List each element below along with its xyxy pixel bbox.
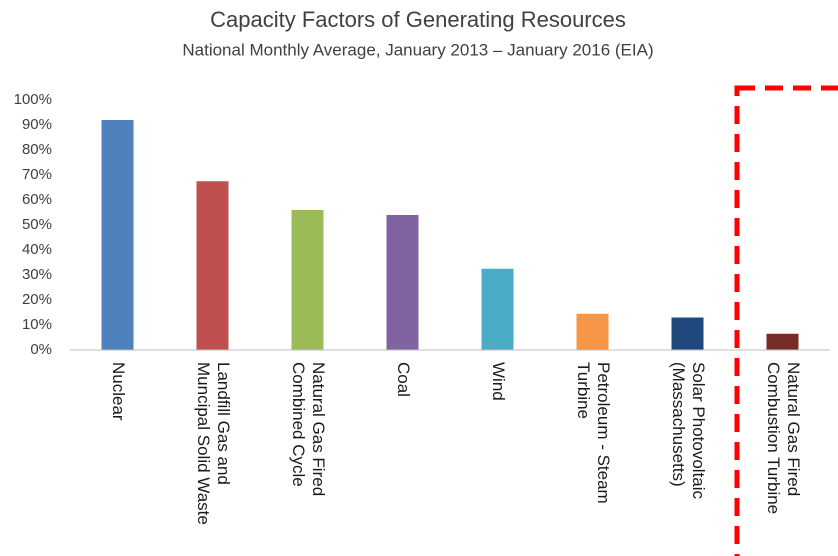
y-tick-label: 80% [22, 141, 52, 158]
highlight-box [734, 85, 838, 556]
y-tick-label: 90% [22, 116, 52, 133]
bar [291, 210, 324, 350]
bar [386, 215, 419, 350]
bar [766, 333, 799, 350]
x-tick-label: Solar Photovoltaic (Massachusetts) [668, 362, 708, 500]
y-tick-label: 50% [22, 216, 52, 233]
x-tick-label: Natural Gas Fired Combustion Turbine [763, 362, 803, 515]
bar [481, 268, 514, 350]
bar [671, 317, 704, 350]
y-tick-label: 20% [22, 291, 52, 308]
y-tick-label: 40% [22, 241, 52, 258]
x-tick-label: Petroleum - Steam Turbine [573, 362, 613, 504]
y-tick-label: 30% [22, 266, 52, 283]
x-tick-label: Coal [393, 362, 413, 397]
x-tick-label: Natural Gas Fired Combined Cycle [288, 362, 328, 497]
bar [101, 120, 134, 350]
bar [576, 313, 609, 350]
x-tick-label: Nuclear [108, 362, 128, 421]
y-tick-label: 0% [30, 341, 52, 358]
y-tick-label: 10% [22, 316, 52, 333]
bar [196, 181, 229, 350]
y-tick-label: 100% [14, 91, 52, 108]
y-tick-label: 60% [22, 191, 52, 208]
y-tick-label: 70% [22, 166, 52, 183]
x-tick-label: Wind [488, 362, 508, 401]
x-tick-label: Landfill Gas and Muncipal Solid Waste [193, 362, 233, 525]
chart-subtitle: National Monthly Average, January 2013 –… [182, 40, 653, 59]
chart-title: Capacity Factors of Generating Resources [210, 7, 626, 32]
